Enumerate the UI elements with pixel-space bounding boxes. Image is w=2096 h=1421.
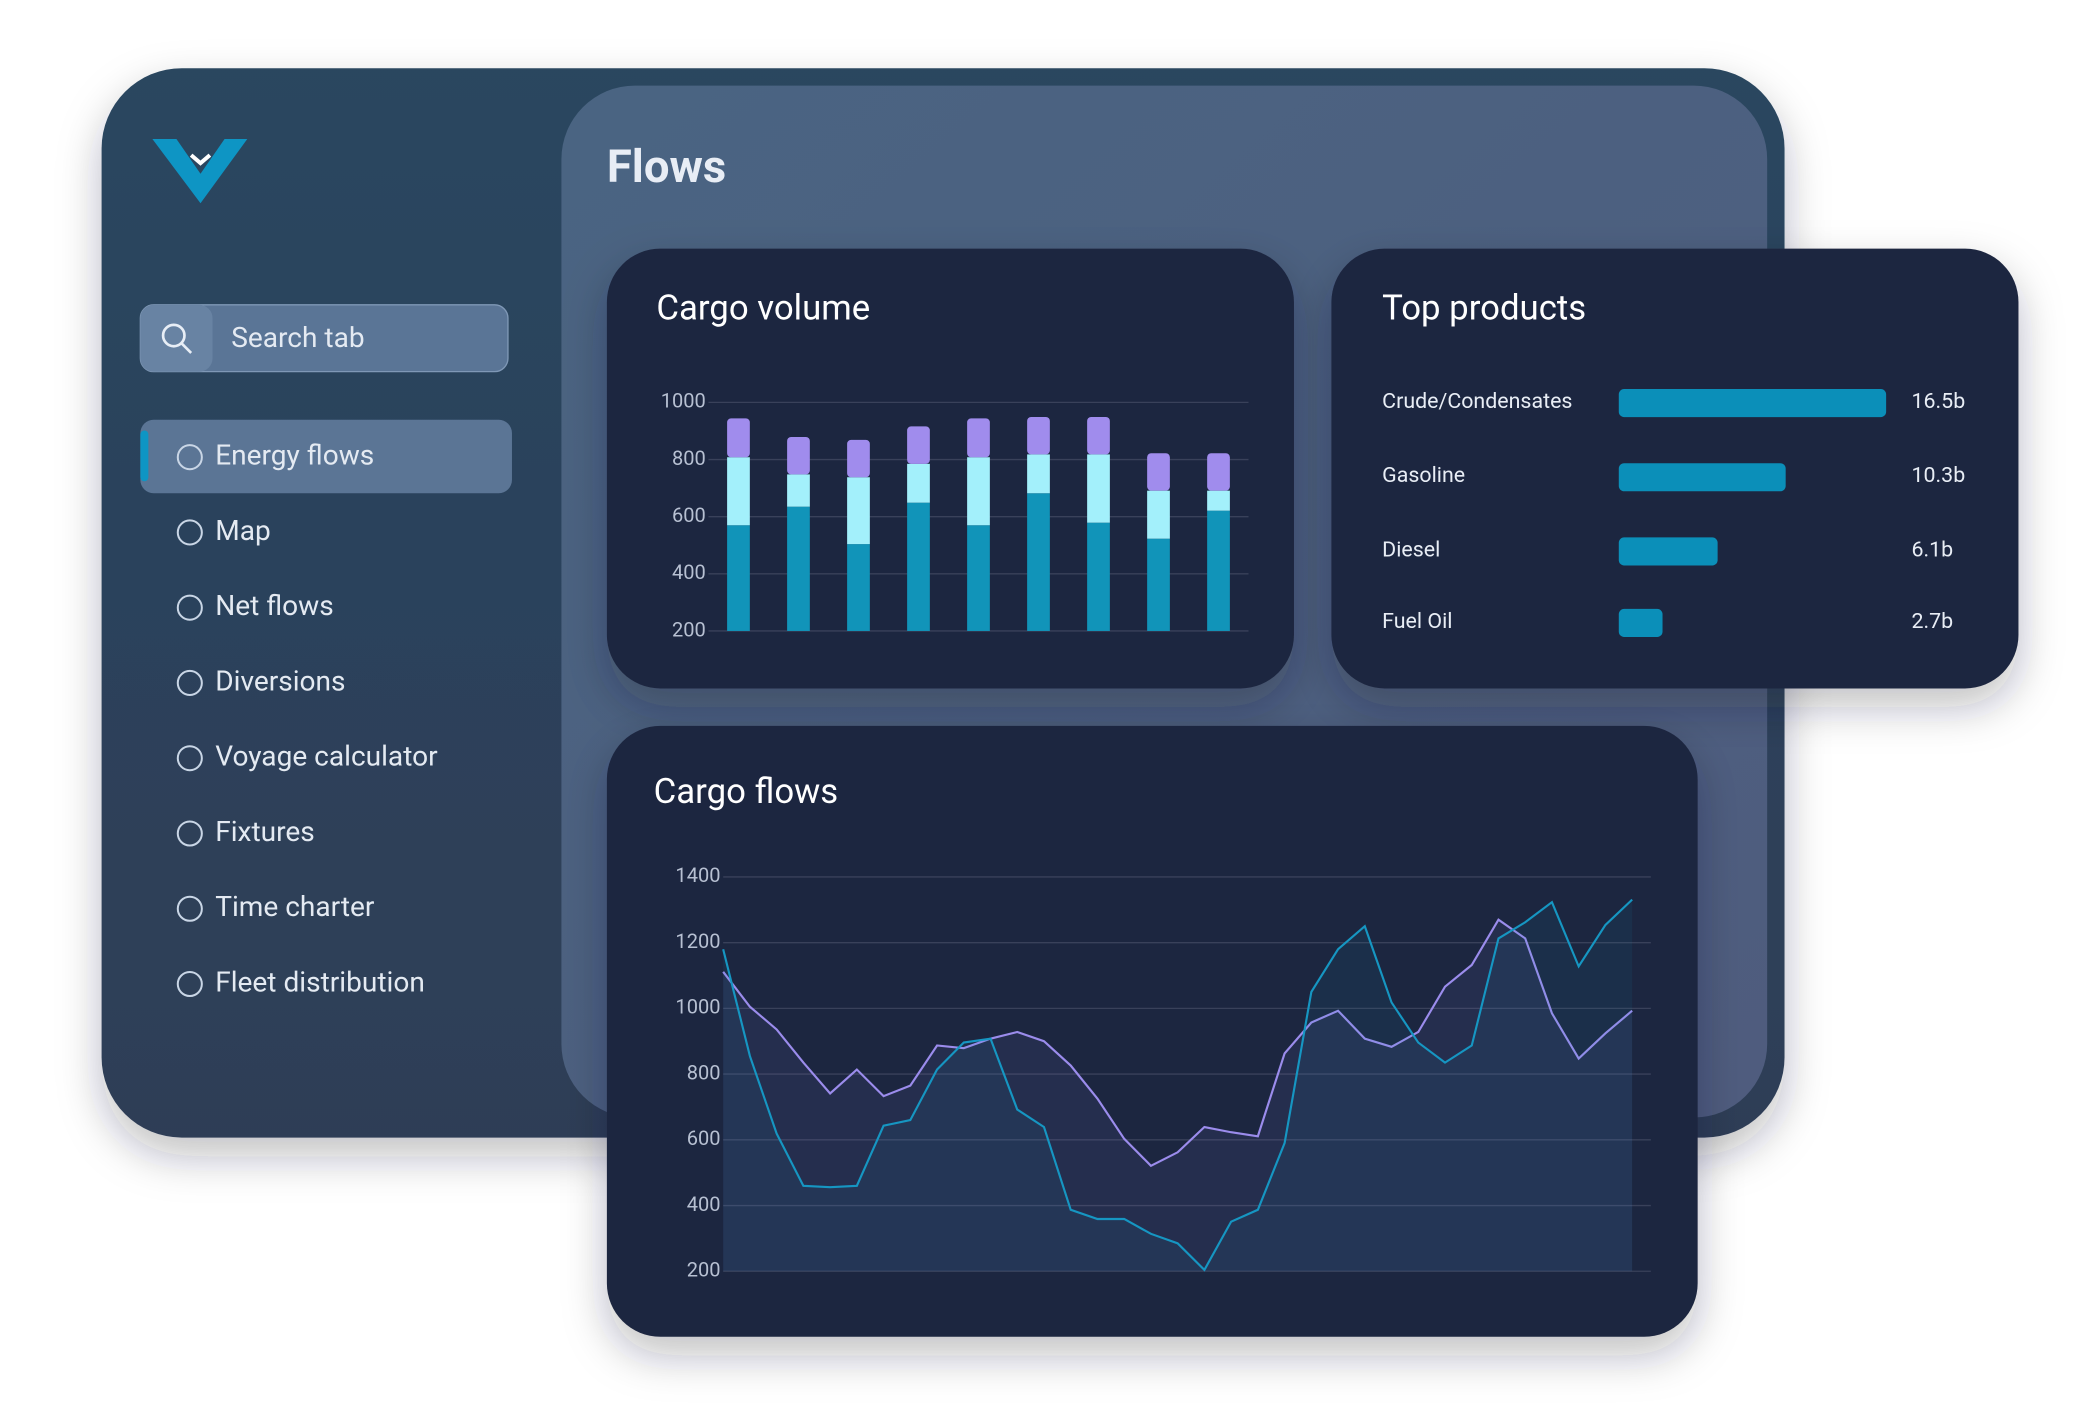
bar-segment — [1147, 538, 1170, 631]
bar-segment — [1207, 510, 1230, 631]
chart-title: Top products — [1382, 288, 1586, 328]
y-tick-label: 1400 — [675, 863, 720, 887]
bar-segment — [1027, 454, 1050, 494]
value-label: 10.3b — [1912, 463, 1966, 488]
bar-segment — [1207, 453, 1230, 491]
area — [723, 899, 1633, 1272]
bar — [1618, 463, 1786, 492]
search-icon-bg — [140, 304, 213, 372]
category-label: Gasoline — [1382, 463, 1465, 488]
value-label: 2.7b — [1912, 609, 1954, 634]
y-tick-label: 400 — [687, 1192, 721, 1216]
search-icon — [161, 323, 186, 348]
nav-icon — [176, 820, 203, 847]
y-tick-label: 800 — [687, 1060, 721, 1084]
active-nav-bg — [140, 419, 512, 494]
bar-segment — [967, 418, 990, 458]
y-tick-label: 800 — [672, 446, 706, 470]
value-label: 16.5b — [1912, 389, 1966, 414]
nav-icon — [176, 519, 203, 546]
bar-segment — [727, 418, 750, 458]
bar-segment — [1027, 416, 1050, 455]
search-icon — [180, 342, 193, 354]
active-indicator — [140, 430, 149, 482]
nav-item[interactable]: Voyage calculator — [215, 740, 438, 773]
y-tick-label: 400 — [672, 560, 706, 584]
nav-icon — [176, 594, 203, 621]
bar-segment — [847, 544, 870, 631]
bar-segment — [1027, 493, 1050, 631]
bar-segment — [787, 436, 810, 475]
bar-segment — [1207, 490, 1230, 511]
search-placeholder: Search tab — [231, 321, 364, 354]
nav-item[interactable]: Net flows — [215, 589, 334, 622]
bar-segment — [907, 426, 930, 464]
y-tick-label: 1000 — [675, 995, 720, 1019]
bar-segment — [1147, 453, 1170, 491]
chart-title: Cargo volume — [656, 288, 870, 328]
category-label: Fuel Oil — [1382, 609, 1452, 634]
y-tick-label: 1000 — [661, 389, 706, 413]
y-tick-label: 200 — [687, 1258, 721, 1282]
bar-segment — [967, 525, 990, 631]
bar-segment — [967, 457, 990, 526]
category-label: Diesel — [1382, 537, 1440, 562]
nav-icon — [176, 444, 203, 471]
bar-segment — [1147, 490, 1170, 539]
nav-item[interactable]: Fixtures — [215, 815, 315, 848]
nav-icon — [176, 669, 203, 696]
value-label: 6.1b — [1912, 537, 1954, 562]
card — [606, 248, 1294, 689]
nav-icon — [176, 970, 203, 998]
bar-segment — [907, 502, 930, 631]
bar-segment — [787, 506, 810, 631]
nav-icon — [176, 895, 203, 922]
area — [723, 919, 1633, 1272]
nav-item[interactable]: Time charter — [215, 890, 375, 923]
chart-title: Cargo flows — [654, 772, 839, 812]
category-label: Crude/Condensates — [1382, 389, 1572, 414]
y-tick-label: 600 — [687, 1126, 721, 1150]
nav-item[interactable]: Diversions — [215, 664, 345, 697]
nav-item[interactable]: Fleet distribution — [215, 965, 425, 998]
line — [722, 918, 1633, 1168]
bar-segment — [727, 525, 750, 631]
nav-item[interactable]: Energy flows — [215, 439, 374, 472]
bar — [1618, 608, 1663, 637]
y-tick-label: 600 — [672, 503, 706, 527]
bar — [1618, 537, 1718, 566]
bar-segment — [847, 439, 870, 478]
bar — [1618, 389, 1887, 418]
y-tick-label: 1200 — [675, 929, 720, 953]
nav-item[interactable]: Map — [215, 514, 271, 547]
nav-icon — [176, 745, 203, 772]
logo — [152, 139, 248, 204]
bar-segment — [907, 463, 930, 503]
line — [722, 898, 1633, 1272]
bar-segment — [847, 477, 870, 545]
bar-segment — [787, 474, 810, 507]
y-tick-label: 200 — [672, 617, 706, 641]
page-title: Flows — [607, 141, 726, 194]
card — [606, 725, 1698, 1337]
bar-segment — [1087, 454, 1110, 523]
bar-segment — [1087, 522, 1110, 631]
bar-segment — [1087, 416, 1110, 455]
bar-segment — [727, 457, 750, 526]
